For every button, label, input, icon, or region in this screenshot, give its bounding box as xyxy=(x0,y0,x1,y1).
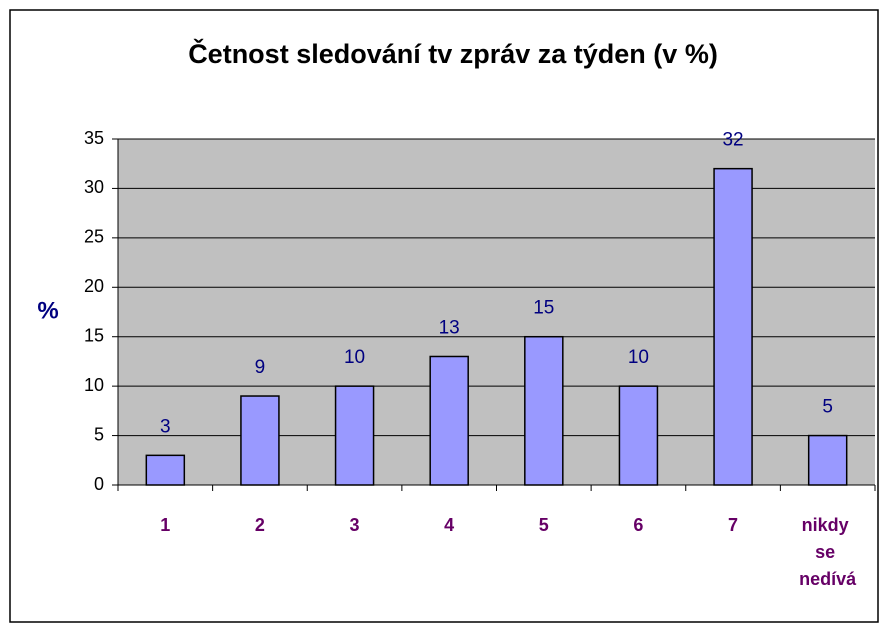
y-tick-label: 25 xyxy=(84,227,104,247)
data-label: 9 xyxy=(255,357,266,378)
x-tick-label: 7 xyxy=(728,515,738,535)
data-label: 10 xyxy=(344,347,365,368)
y-tick-label: 5 xyxy=(94,424,104,444)
bar xyxy=(713,167,753,486)
y-tick-label: 30 xyxy=(84,177,104,197)
data-label: 10 xyxy=(628,347,649,368)
y-tick-label: 15 xyxy=(84,325,104,345)
x-tick-label: 6 xyxy=(633,515,643,535)
chart-title: Četnost sledování tv zpráv za týden (v %… xyxy=(188,38,718,69)
data-label: 13 xyxy=(439,318,460,339)
bar xyxy=(334,385,375,486)
x-tick-label: 3 xyxy=(350,515,360,535)
x-tick-label: 1 xyxy=(160,515,170,535)
x-tick-label: 5 xyxy=(539,515,549,535)
plot-area xyxy=(118,139,875,485)
data-label: 32 xyxy=(722,130,743,151)
data-label: 5 xyxy=(822,397,833,418)
y-tick-label: 20 xyxy=(84,276,104,296)
data-label: 3 xyxy=(160,416,171,437)
y-tick-label: 10 xyxy=(84,375,104,395)
y-axis-label: % xyxy=(37,297,58,324)
bar xyxy=(429,355,469,486)
y-tick-label: 0 xyxy=(94,474,104,494)
bar xyxy=(145,454,186,486)
y-tick-label: 35 xyxy=(84,128,104,148)
data-label: 15 xyxy=(533,298,554,319)
bar xyxy=(524,335,564,486)
x-tick-label: 2 xyxy=(255,515,265,535)
x-tick-label: 4 xyxy=(444,515,454,535)
bar xyxy=(240,395,280,486)
bar xyxy=(618,385,659,486)
bar xyxy=(807,434,848,486)
x-tick-label: nikdy se nedívá xyxy=(799,515,857,589)
